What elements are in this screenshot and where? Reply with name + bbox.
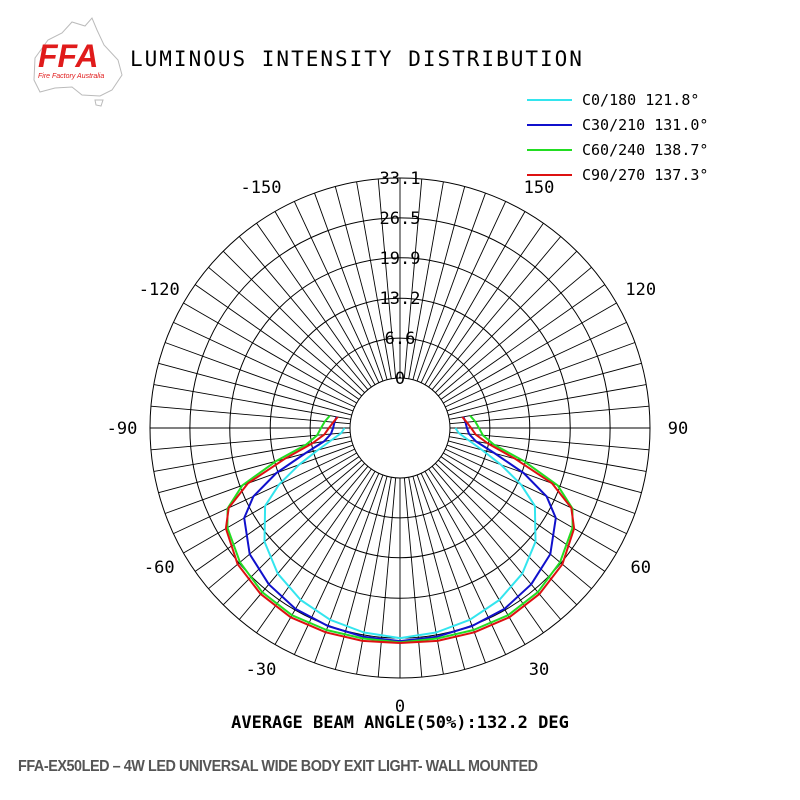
legend-label: C0/180 121.8° bbox=[582, 91, 699, 109]
grid-spoke bbox=[356, 477, 392, 675]
angle-tick-labels: 0 30 -30 60 -60 90 -90 120 -120 150 -150 bbox=[107, 178, 689, 717]
grid-spoke bbox=[438, 266, 592, 397]
grid-spoke bbox=[164, 342, 354, 412]
grid-spoke bbox=[448, 362, 642, 416]
grid-circle bbox=[349, 377, 451, 479]
grid-spoke bbox=[208, 266, 362, 397]
angle-tick-label: -60 bbox=[144, 558, 175, 578]
grid-spoke bbox=[334, 186, 388, 380]
radial-tick-label: 13.2 bbox=[380, 289, 421, 309]
grid-spoke bbox=[183, 452, 357, 554]
grid-spoke bbox=[408, 477, 444, 675]
legend-label: C30/210 131.0° bbox=[582, 116, 708, 134]
australia-map-icon bbox=[33, 17, 123, 107]
grid-spoke bbox=[420, 201, 507, 383]
grid-spoke bbox=[431, 466, 562, 620]
grid-spoke bbox=[158, 440, 352, 494]
grid-spoke bbox=[377, 477, 397, 678]
grid-spoke bbox=[408, 181, 444, 379]
grid-spoke bbox=[377, 178, 397, 379]
grid-spoke bbox=[448, 440, 642, 494]
grid-spoke bbox=[420, 473, 507, 655]
grid-spoke bbox=[435, 463, 578, 606]
grid-spoke bbox=[173, 448, 355, 535]
grid-spoke bbox=[173, 321, 355, 408]
angle-tick-label: 90 bbox=[668, 419, 688, 439]
radial-tick-label: 26.5 bbox=[380, 209, 421, 229]
grid-spoke bbox=[449, 405, 650, 425]
grid-spoke bbox=[435, 250, 578, 393]
grid-spoke bbox=[164, 444, 354, 514]
logo: FFA Fire Factory Australia bbox=[33, 17, 123, 107]
grid-spoke bbox=[443, 452, 617, 554]
radial-tick-label: 19.9 bbox=[380, 249, 421, 269]
grid-spoke bbox=[158, 362, 352, 416]
grid-spoke bbox=[431, 236, 562, 390]
angle-tick-label: 60 bbox=[631, 558, 651, 578]
grid-spoke bbox=[194, 456, 360, 572]
grid-spoke bbox=[256, 222, 372, 388]
angle-tick-label: -150 bbox=[241, 178, 282, 198]
legend: C0/180 121.8° C30/210 131.0° C60/240 138.7… bbox=[527, 91, 708, 184]
radial-tick-label: 33.1 bbox=[380, 169, 421, 189]
grid-spoke bbox=[446, 444, 636, 514]
logo-text: FFA bbox=[38, 38, 98, 74]
grid-spoke bbox=[150, 405, 351, 425]
angle-tick-label: 150 bbox=[524, 178, 555, 198]
angle-tick-label: -120 bbox=[139, 280, 180, 300]
series-curve-3 bbox=[224, 416, 576, 644]
grid-spoke bbox=[428, 222, 544, 388]
angle-tick-label: 30 bbox=[529, 660, 549, 680]
grid-spoke bbox=[440, 284, 606, 400]
beam-angle-footer: AVERAGE BEAM ANGLE(50%):132.2 DEG bbox=[231, 713, 569, 733]
grid-spoke bbox=[412, 186, 466, 380]
grid-spoke bbox=[153, 436, 351, 472]
grid-spoke bbox=[449, 384, 647, 420]
grid-spoke bbox=[293, 201, 380, 383]
grid-spoke bbox=[222, 463, 365, 606]
grid-spoke bbox=[356, 181, 392, 379]
series-curve-1 bbox=[243, 416, 557, 643]
intensity-curves bbox=[224, 414, 576, 644]
grid-spoke bbox=[440, 456, 606, 572]
legend-label: C90/270 137.3° bbox=[582, 166, 708, 184]
grid-spoke bbox=[446, 342, 636, 412]
series-curve-0 bbox=[263, 427, 537, 640]
angle-tick-label: -30 bbox=[246, 660, 277, 680]
grid-spoke bbox=[443, 302, 617, 404]
radial-tick-labels: 0 6.6 13.2 19.9 26.5 33.1 bbox=[380, 169, 421, 389]
grid-spoke bbox=[183, 302, 357, 404]
grid-spoke bbox=[438, 459, 592, 590]
radial-tick-label: 6.6 bbox=[385, 329, 416, 349]
grid-spoke bbox=[222, 250, 365, 393]
grid-spoke bbox=[403, 178, 423, 379]
grid-spoke bbox=[416, 192, 486, 382]
grid-spoke bbox=[445, 321, 627, 408]
angle-tick-label: -90 bbox=[107, 419, 138, 439]
grid-spoke bbox=[403, 477, 423, 678]
product-caption: FFA-EX50LED – 4W LED UNIVERSAL WIDE BODY… bbox=[18, 758, 538, 775]
radial-tick-label: 0 bbox=[395, 369, 405, 389]
grid-spoke bbox=[194, 284, 360, 400]
grid-spoke bbox=[293, 473, 380, 655]
grid-spoke bbox=[449, 436, 647, 472]
logo-subtitle: Fire Factory Australia bbox=[38, 73, 104, 80]
grid-spoke bbox=[238, 236, 369, 390]
grid-spoke bbox=[238, 466, 369, 620]
angle-tick-label: 120 bbox=[625, 280, 656, 300]
grid-spoke bbox=[274, 211, 376, 385]
angle-tick-label: 0 bbox=[395, 697, 405, 717]
grid-spoke bbox=[424, 211, 526, 385]
grid-spoke bbox=[208, 459, 362, 590]
legend-label: C60/240 138.7° bbox=[582, 141, 708, 159]
chart-title: LUMINOUS INTENSITY DISTRIBUTION bbox=[130, 47, 584, 71]
grid-spoke bbox=[445, 448, 627, 535]
grid-spoke bbox=[314, 192, 384, 382]
grid-spoke bbox=[153, 384, 351, 420]
